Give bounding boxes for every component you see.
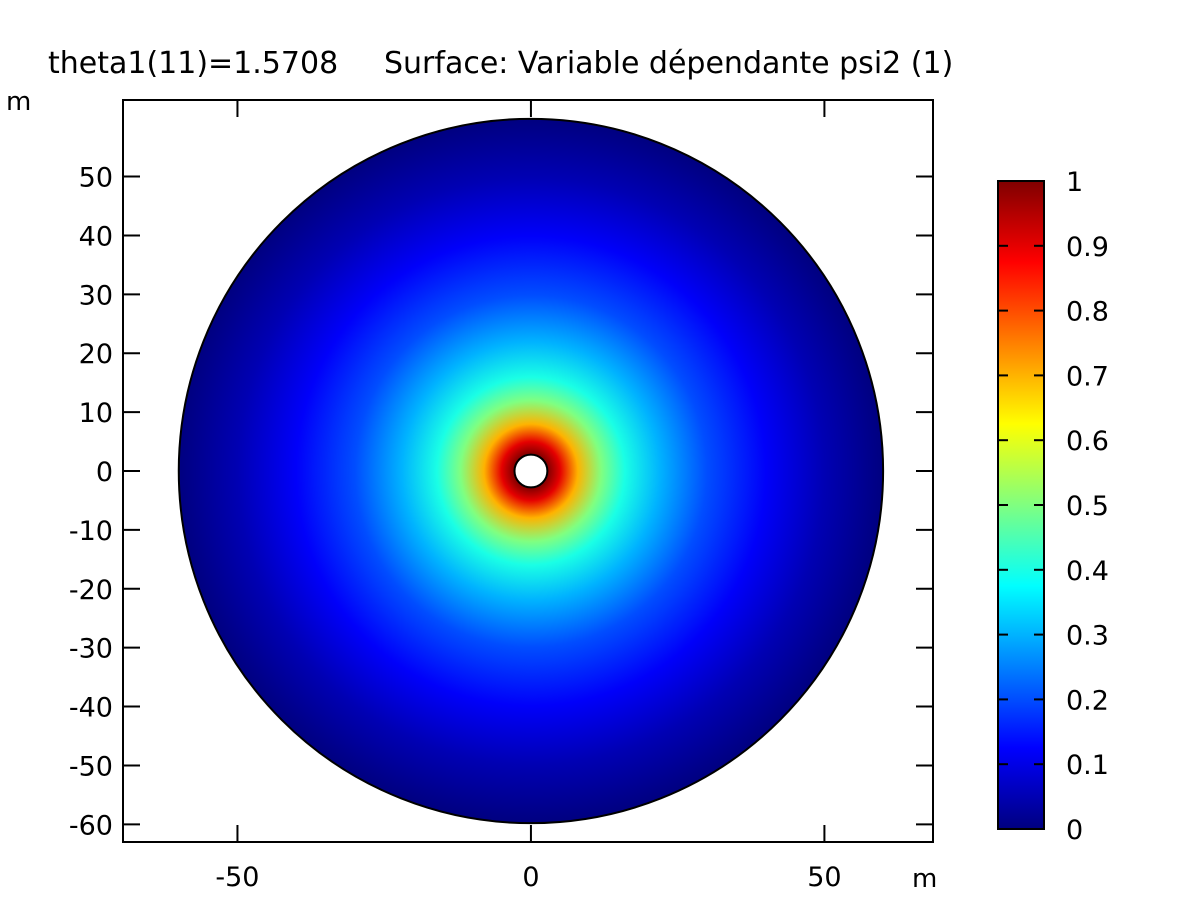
y-tick-label: 40 <box>79 221 113 252</box>
colorbar-tick-label: 0.6 <box>1066 426 1109 457</box>
y-tick-label: -30 <box>69 634 113 665</box>
colorbar-tick-label: 0.5 <box>1066 491 1109 522</box>
y-axis-unit-label: m <box>6 87 31 117</box>
colorbar-tick-label: 0.9 <box>1066 232 1109 263</box>
inner-hole <box>513 453 549 489</box>
x-tick-label: -50 <box>215 862 259 893</box>
colorbar: 0 0.1 0.2 0.3 0.4 0.5 0.6 0.7 0.8 0.9 1 <box>997 167 1109 846</box>
surface-field <box>177 117 885 825</box>
y-tick-label: 0 <box>96 457 113 488</box>
colorbar-tick-label: 0.4 <box>1066 556 1109 587</box>
colorbar-tick-label: 0.2 <box>1066 685 1109 716</box>
y-tick-label: -60 <box>69 810 113 841</box>
colorbar-tick-label: 0.8 <box>1066 297 1109 328</box>
y-tick-label: 30 <box>79 280 113 311</box>
y-tick-label: 20 <box>79 339 113 370</box>
plot-title: theta1(11)=1.5708 <box>48 46 338 81</box>
y-tick-label: -20 <box>69 575 113 606</box>
y-tick-label: -10 <box>69 516 113 547</box>
y-tick-label: -40 <box>69 693 113 724</box>
plot-subtitle: Surface: Variable dépendante psi2 (1) <box>384 46 953 81</box>
colorbar-tick-label: 0.3 <box>1066 621 1109 652</box>
x-tick-label: 0 <box>522 862 539 893</box>
colorbar-tick-label: 0.7 <box>1066 361 1109 392</box>
y-tick-label: 50 <box>79 163 113 194</box>
x-axis-unit-label: m <box>912 864 937 894</box>
y-tick-label: 10 <box>79 398 113 429</box>
colorbar-tick-label: 1 <box>1066 167 1083 198</box>
x-tick-label: 50 <box>807 862 841 893</box>
colorbar-tick-label: 0.1 <box>1066 750 1109 781</box>
colorbar-tick-label: 0 <box>1066 815 1083 846</box>
axis-ticks: -60 -50 -40 -30 -20 -10 0 10 20 30 40 50 -50 0 50 <box>69 100 933 893</box>
y-tick-label: -50 <box>69 751 113 782</box>
